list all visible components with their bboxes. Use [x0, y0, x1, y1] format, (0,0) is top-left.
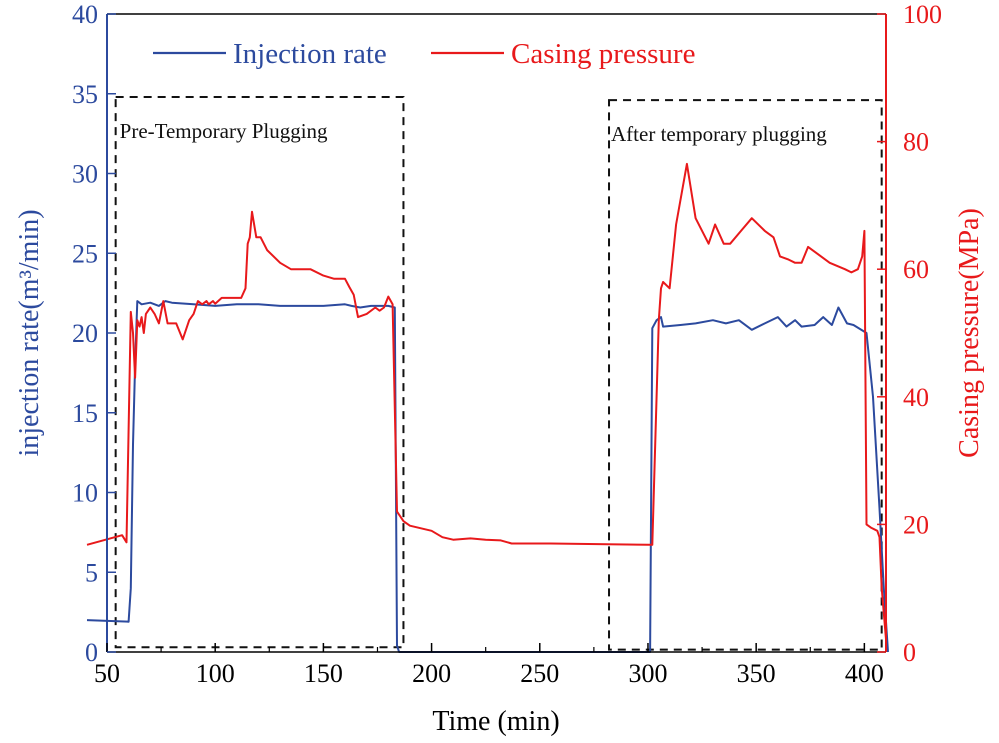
legend-label-injection: Injection rate — [233, 38, 387, 70]
annotation-boxes: Pre-Temporary Plugging After temporary pl… — [114, 95, 883, 651]
x-tick-label-300: 300 — [628, 659, 667, 688]
left-axis-title: injection rate(m³/min) — [14, 209, 45, 456]
x-tick-label-400: 400 — [845, 659, 884, 688]
left-tick-label-5: 5 — [85, 558, 98, 587]
x-tick-label-250: 250 — [520, 659, 559, 688]
x-tick-label-350: 350 — [737, 659, 776, 688]
annotation-box-1 — [608, 99, 883, 651]
annotation-label-0: Pre-Temporary Plugging — [120, 119, 328, 143]
annotation-label-1: After temporary plugging — [611, 122, 827, 146]
right-tick-label-60: 60 — [903, 255, 929, 284]
x-tick-label-200: 200 — [412, 659, 451, 688]
x-tick-label-100: 100 — [196, 659, 235, 688]
tick-marks — [106, 13, 886, 653]
left-tick-label-30: 30 — [72, 160, 98, 189]
series-line-casing-pressure — [86, 162, 887, 640]
left-tick-label-10: 10 — [72, 479, 98, 508]
left-tick-label-25: 25 — [72, 239, 98, 268]
axes — [106, 13, 887, 653]
right-tick-label-20: 20 — [903, 510, 929, 539]
x-axis-title: Time (min) — [432, 706, 559, 737]
x-tick-label-150: 150 — [304, 659, 343, 688]
left-tick-label-15: 15 — [72, 399, 98, 428]
legend: Injection rate Casing pressure — [153, 38, 695, 70]
left-tick-label-0: 0 — [85, 638, 98, 667]
right-tick-label-100: 100 — [903, 0, 942, 29]
series-line-injection-rate — [86, 300, 889, 653]
right-tick-label-40: 40 — [903, 383, 929, 412]
tick-labels: 50 100 150 200 250 300 350 40005101520253035400… — [72, 0, 942, 688]
left-tick-label-35: 35 — [72, 80, 98, 109]
legend-label-pressure: Casing pressure — [511, 38, 695, 70]
x-tick-label-50: 50 — [94, 659, 120, 688]
right-tick-label-0: 0 — [903, 638, 916, 667]
left-tick-label-40: 40 — [72, 0, 98, 29]
left-tick-label-20: 20 — [72, 319, 98, 348]
right-tick-label-80: 80 — [903, 128, 929, 157]
annotation-box-0 — [114, 95, 405, 649]
plot-lines — [86, 162, 889, 653]
right-axis-title: Casing pressure(MPa) — [954, 208, 985, 458]
